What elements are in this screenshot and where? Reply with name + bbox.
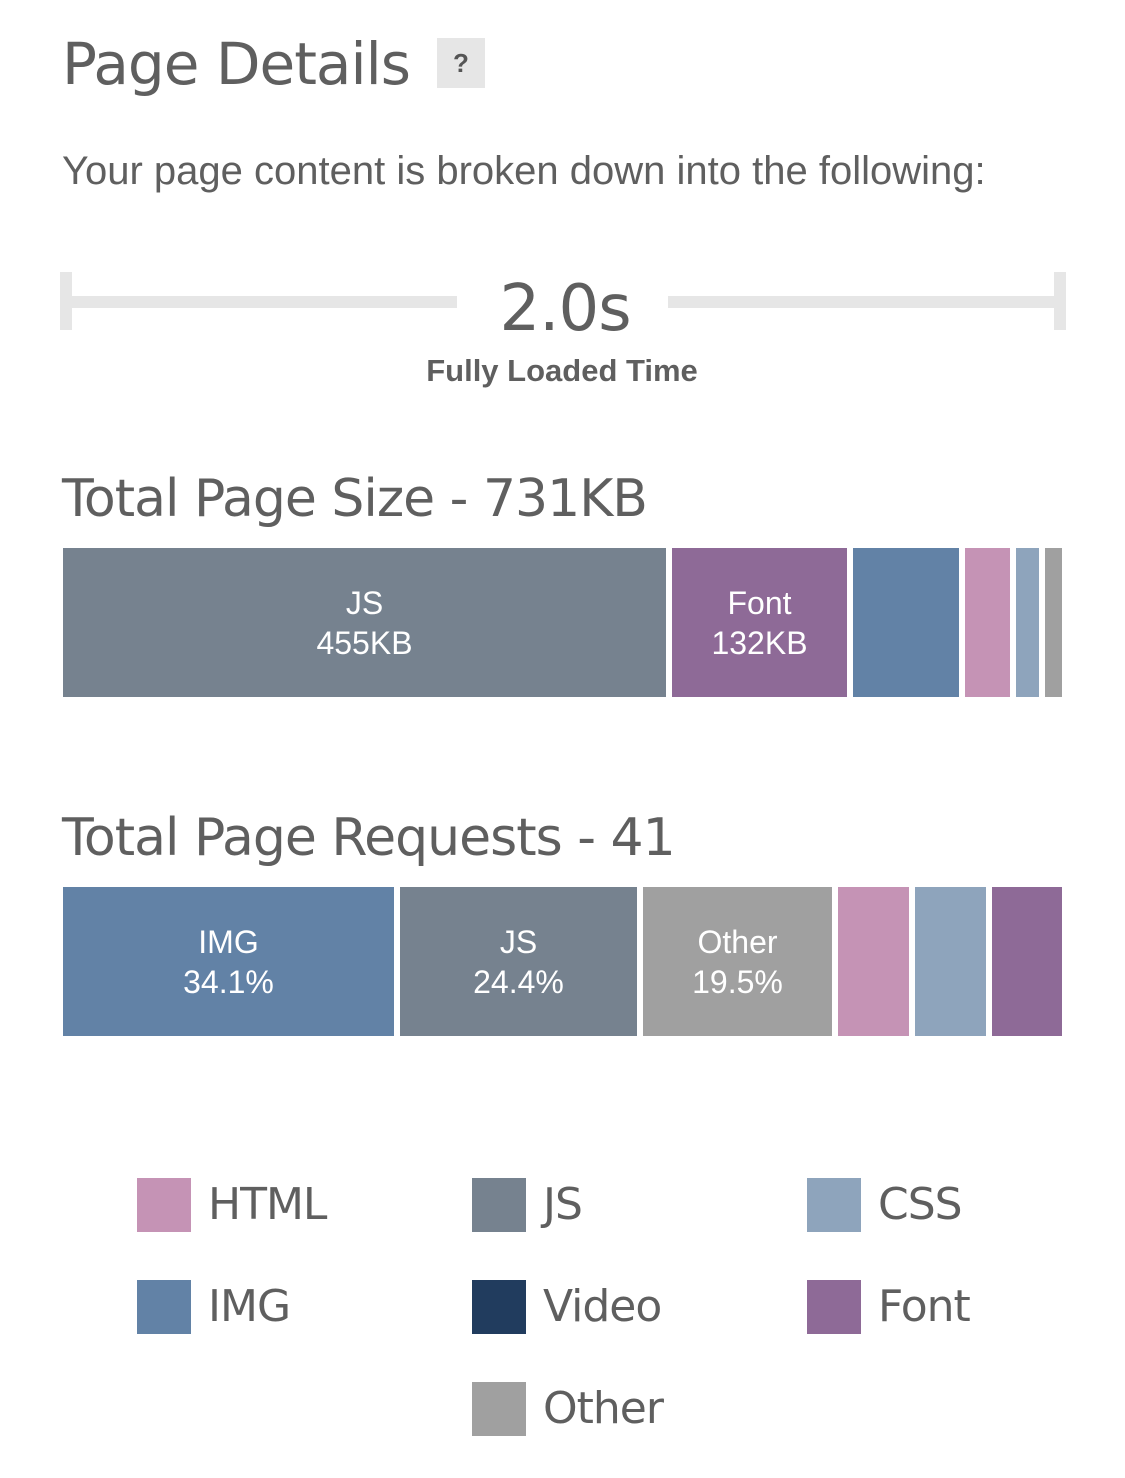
legend-label-js: JS: [543, 1179, 583, 1230]
page-requests-segment-value: 24.4%: [473, 963, 564, 1000]
legend-label-img: IMG: [208, 1281, 291, 1332]
page-size-segment-js: JS 455KB: [63, 548, 666, 697]
load-timeline: [60, 272, 1066, 332]
legend-item-video: Video: [472, 1280, 662, 1334]
legend-item-font: Font: [807, 1280, 971, 1334]
fully-loaded-time-value: 2.0s: [499, 272, 631, 346]
page-subtitle: Your page content is broken down into th…: [62, 149, 986, 193]
page-requests-segment-label: JS: [499, 923, 538, 960]
page-size-segment-html: [965, 548, 1010, 697]
legend-item-img: IMG: [137, 1280, 291, 1334]
page-requests-segment-html: [838, 887, 909, 1036]
legend-item-js: JS: [472, 1178, 583, 1232]
page-title: Page Details: [62, 30, 411, 98]
page-requests-segment-value: 19.5%: [692, 963, 783, 1000]
page-requests-segment-label: Other: [697, 923, 778, 960]
legend-item-css: CSS: [807, 1178, 963, 1232]
page-size-bar: JS 455KB Font 132KB: [63, 548, 1062, 697]
page-size-title: Total Page Size - 731KB: [62, 469, 648, 529]
page-requests-segment-label: IMG: [198, 923, 259, 960]
page-size-segment-value: 132KB: [711, 624, 808, 661]
legend-swatch-video: [472, 1280, 526, 1334]
legend-label-html: HTML: [208, 1179, 327, 1230]
page-requests-segment-js: JS 24.4%: [400, 887, 637, 1036]
legend-label-css: CSS: [878, 1179, 963, 1230]
legend-swatch-other: [472, 1382, 526, 1436]
page-size-segment-other: [1045, 548, 1062, 697]
page-size-segment-img: [853, 548, 959, 697]
legend-label-other: Other: [543, 1383, 664, 1434]
legend-swatch-html: [137, 1178, 191, 1232]
legend-swatch-font: [807, 1280, 861, 1334]
legend-label-font: Font: [878, 1281, 971, 1332]
legend-item-html: HTML: [137, 1178, 327, 1232]
page-size-segment-css: [1016, 548, 1039, 697]
page-size-segment-label: Font: [727, 584, 792, 621]
fully-loaded-time-label: Fully Loaded Time: [426, 353, 698, 388]
legend-label-video: Video: [543, 1281, 662, 1332]
page-requests-title: Total Page Requests - 41: [62, 808, 676, 868]
page-requests-segment-value: 34.1%: [183, 963, 274, 1000]
legend-swatch-img: [137, 1280, 191, 1334]
page-requests-segment-css: [915, 887, 986, 1036]
help-button[interactable]: ?: [437, 38, 485, 88]
page-size-segment-font: Font 132KB: [672, 548, 847, 697]
page-requests-bar: IMG 34.1% JS 24.4% Other 19.5%: [63, 887, 1062, 1036]
timeline-line-right: [668, 296, 1066, 308]
page-size-segment-label: JS: [345, 584, 384, 621]
page-requests-segment-font: [992, 887, 1062, 1036]
legend-item-other: Other: [472, 1382, 664, 1436]
legend-swatch-css: [807, 1178, 861, 1232]
page-requests-segment-img: IMG 34.1%: [63, 887, 394, 1036]
page-requests-segment-other: Other 19.5%: [643, 887, 832, 1036]
page-size-segment-value: 455KB: [316, 624, 413, 661]
timeline-end-cap: [1054, 272, 1066, 330]
timeline-line-left: [60, 296, 457, 308]
legend-swatch-js: [472, 1178, 526, 1232]
